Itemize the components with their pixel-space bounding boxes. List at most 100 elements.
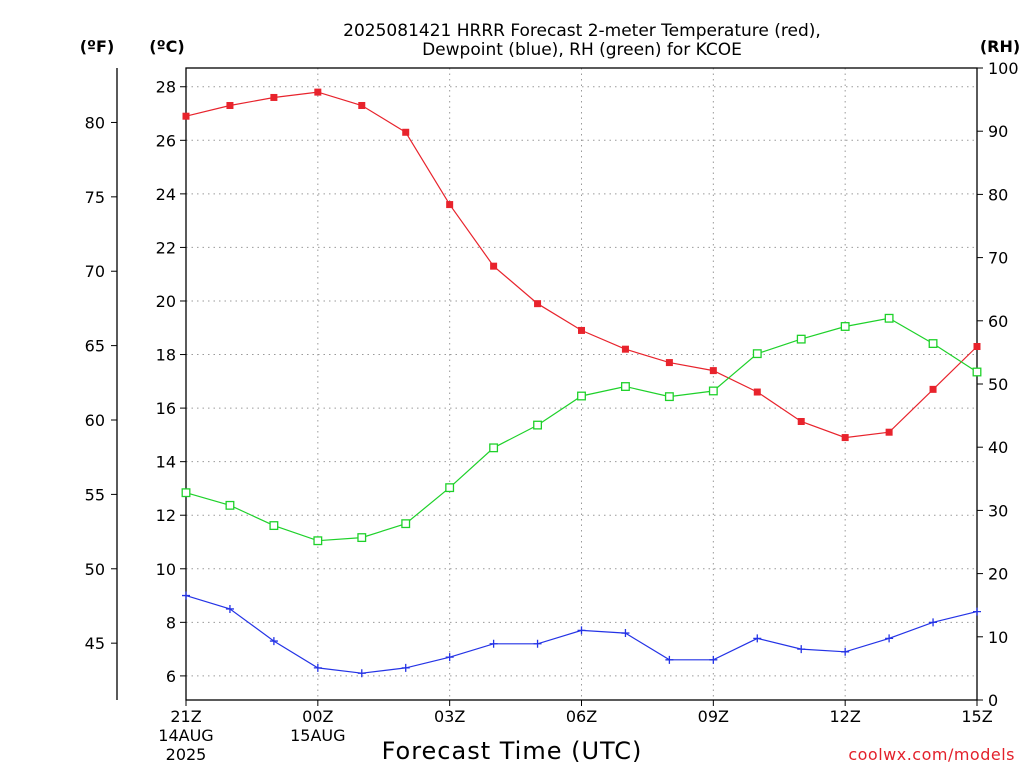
dewpoint-point xyxy=(225,604,234,613)
temperature-line xyxy=(185,91,978,439)
rh-point xyxy=(708,386,718,396)
rh-point xyxy=(796,334,806,344)
temperature-point xyxy=(182,112,190,120)
x-tick-label: 06Z xyxy=(566,707,597,726)
celsius-tick-label: 8 xyxy=(166,613,176,632)
fahrenheit-tick-label: 55 xyxy=(85,485,105,504)
rh-point xyxy=(489,443,499,453)
dewpoint-point xyxy=(489,639,498,648)
grid-lines xyxy=(186,68,977,700)
rh-point xyxy=(752,349,762,359)
rh-point xyxy=(620,382,630,391)
rh-point xyxy=(884,313,894,323)
x-tick-label: 00Z xyxy=(302,707,333,726)
dewpoint-point xyxy=(313,663,322,672)
rh-tick-label: 50 xyxy=(988,375,1008,394)
dewpoint-point xyxy=(665,655,674,664)
temperature-point xyxy=(665,359,673,367)
dewpoint-point xyxy=(973,607,981,616)
rh-point xyxy=(664,392,674,402)
chart-title-line-1: 2025081421 HRRR Forecast 2-meter Tempera… xyxy=(343,21,821,41)
dewpoint-point xyxy=(929,618,938,627)
rh-tick-label: 70 xyxy=(988,249,1008,268)
x-tick-label: 14AUG xyxy=(158,726,213,745)
x-tick-label: 03Z xyxy=(434,707,465,726)
celsius-tick-label: 20 xyxy=(156,292,176,311)
temperature-point xyxy=(885,428,893,436)
rh-tick-label: 80 xyxy=(988,185,1008,204)
temperature-point xyxy=(841,434,849,442)
rh-tick-label: 60 xyxy=(988,312,1008,331)
rh-tick-label: 20 xyxy=(988,565,1008,584)
dewpoint-point xyxy=(577,626,586,635)
rh-tick-label: 0 xyxy=(988,691,998,710)
rh-point xyxy=(840,322,850,331)
fahrenheit-tick-label: 80 xyxy=(85,113,105,132)
celsius-tick-label: 24 xyxy=(156,185,176,204)
rh-tick-label: 10 xyxy=(988,628,1008,647)
credit-text: coolwx.com/models xyxy=(848,745,1015,764)
celsius-tick-label: 10 xyxy=(156,560,176,579)
temperature-point xyxy=(753,388,761,396)
rh-point xyxy=(181,488,191,498)
dewpoint-point xyxy=(709,655,718,664)
dewpoint-point xyxy=(401,663,410,672)
x-axis-label: Forecast Time (UTC) xyxy=(382,737,643,765)
temperature-series xyxy=(182,88,981,442)
celsius-tick-label: 26 xyxy=(156,131,176,150)
fahrenheit-tick-label: 70 xyxy=(85,262,105,281)
celsius-tick-label: 14 xyxy=(156,453,176,472)
rh-point xyxy=(577,391,586,401)
x-tick-label: 12Z xyxy=(830,707,861,726)
temperature-point xyxy=(621,345,629,353)
rh-tick-label: 100 xyxy=(988,59,1019,78)
celsius-tick-label: 6 xyxy=(166,667,176,686)
fahrenheit-tick-label: 65 xyxy=(85,337,105,356)
dewpoint-point xyxy=(182,591,190,600)
rh-point xyxy=(269,521,279,531)
rh-tick-label: 90 xyxy=(988,122,1008,141)
temperature-point xyxy=(797,417,805,425)
rh-point xyxy=(357,533,367,543)
rh-point xyxy=(928,339,938,349)
rh-point xyxy=(401,519,411,529)
chart-title-line-2: Dewpoint (blue), RH (green) for KCOE xyxy=(422,40,742,60)
temperature-point xyxy=(973,343,981,351)
temperature-point xyxy=(578,326,585,334)
x-tick-label: 21Z xyxy=(170,707,201,726)
dewpoint-point xyxy=(885,634,894,643)
celsius-tick-label: 12 xyxy=(156,506,176,525)
tick-labels: 6810121416182022242628455055606570758001… xyxy=(85,59,1019,764)
temperature-point xyxy=(709,367,717,375)
fahrenheit-tick-label: 50 xyxy=(85,560,105,579)
rh-unit-label: (RH) xyxy=(980,37,1020,56)
x-tick-label: 15Z xyxy=(961,707,992,726)
rh-tick-label: 30 xyxy=(988,501,1008,520)
celsius-tick-label: 28 xyxy=(156,78,176,97)
rh-point xyxy=(313,536,323,546)
rh-point xyxy=(225,500,235,510)
celsius-unit-label: (ºC) xyxy=(149,37,184,56)
x-tick-label: 15AUG xyxy=(290,726,345,745)
rh-point xyxy=(972,367,982,377)
temperature-point xyxy=(270,93,278,101)
fahrenheit-tick-label: 60 xyxy=(85,411,105,430)
temperature-point xyxy=(314,88,322,96)
temperature-point xyxy=(358,101,366,109)
data-series xyxy=(181,88,982,678)
dewpoint-point xyxy=(753,634,762,643)
dewpoint-point xyxy=(841,647,850,656)
fahrenheit-tick-label: 45 xyxy=(85,634,105,653)
dewpoint-point xyxy=(533,639,542,648)
rh-tick-label: 40 xyxy=(988,438,1008,457)
rh-point xyxy=(533,420,543,430)
axes xyxy=(111,67,983,706)
x-tick-label: 2025 xyxy=(166,745,207,764)
dewpoint-point xyxy=(797,645,806,654)
dewpoint-point xyxy=(357,669,366,678)
rh-point xyxy=(445,483,455,493)
temperature-point xyxy=(490,262,498,270)
fahrenheit-tick-label: 75 xyxy=(85,188,105,207)
dewpoint-series xyxy=(182,591,981,678)
